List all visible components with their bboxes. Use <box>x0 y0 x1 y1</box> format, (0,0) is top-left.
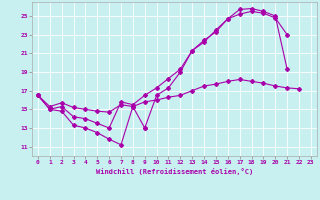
X-axis label: Windchill (Refroidissement éolien,°C): Windchill (Refroidissement éolien,°C) <box>96 168 253 175</box>
